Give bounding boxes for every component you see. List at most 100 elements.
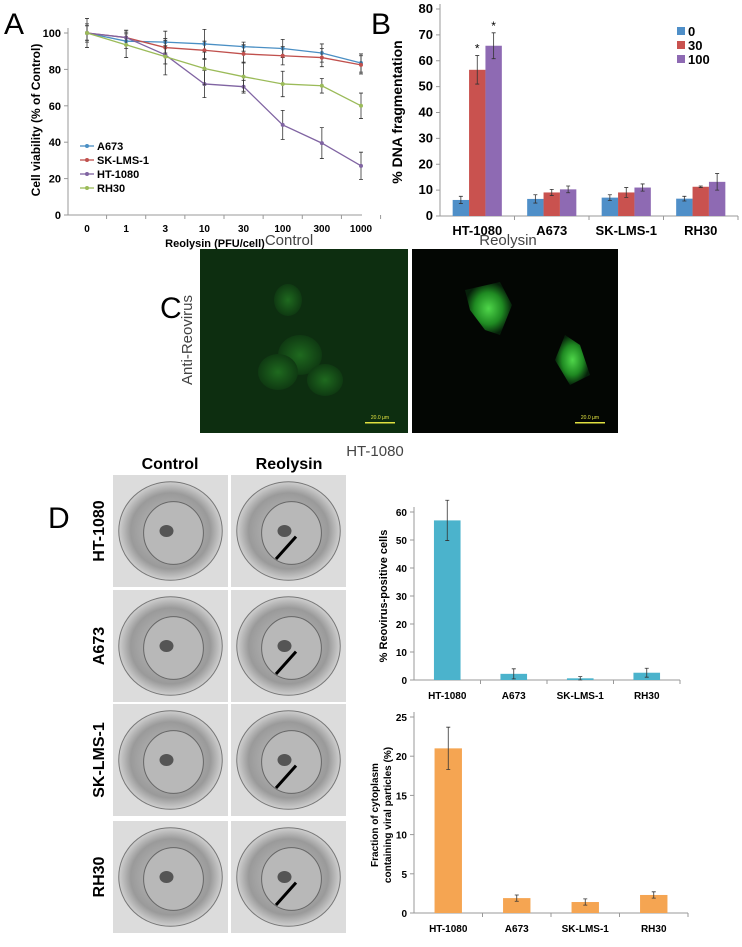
error-bar	[682, 195, 687, 202]
x-tick-label: HT-1080	[452, 223, 502, 238]
x-tick-label: 0	[84, 224, 90, 235]
bar	[452, 199, 470, 216]
em-image-a673-control	[113, 590, 228, 702]
data-point	[202, 66, 207, 71]
bar	[485, 45, 502, 217]
legend-label: A673	[97, 141, 123, 153]
nucleus	[261, 616, 322, 680]
nucleolus	[277, 640, 292, 652]
error-bar	[578, 676, 583, 681]
y-tick-label: 0	[426, 208, 433, 223]
em-image-a673-reolysin	[231, 590, 346, 702]
panel-d-row-label: SK-LMS-1	[91, 722, 108, 798]
chart-b-dna-fragmentation: 0 10 20 30 40 50 60 70 80 % DNA fragmentation HT-1…	[389, 1, 739, 238]
arrow-icon	[274, 881, 298, 906]
panel-label-d: D	[48, 502, 70, 535]
y-axis-label: Fraction of cytoplasm	[370, 763, 381, 867]
y-tick-label: 60	[396, 508, 408, 519]
series-line-a673	[86, 32, 362, 64]
panel-c: Control Reolysin Anti-Reovirus 20.0 µm 2…	[179, 232, 618, 460]
error-bar	[491, 32, 496, 60]
y-axis-label: % DNA fragmentation	[389, 40, 405, 183]
data-point	[359, 163, 363, 168]
y-axis-label: containing viral particles (%)	[383, 747, 394, 883]
em-image-ht-1080-reolysin	[231, 475, 346, 587]
error-bar	[533, 194, 538, 204]
data-point	[202, 48, 207, 53]
data-point	[319, 83, 324, 88]
bar	[708, 181, 726, 216]
significance-marker: *	[475, 42, 480, 56]
error-bar	[715, 173, 720, 191]
y-axis-label: % Reovirus-positive cells	[378, 530, 390, 663]
y-tick-label: 20	[49, 174, 61, 186]
bar	[503, 898, 531, 913]
y-tick-label: 40	[396, 564, 408, 575]
y-tick-label: 10	[396, 648, 408, 659]
fluorescence-image-reolysin: 20.0 µm	[412, 249, 618, 433]
nucleus	[143, 730, 204, 794]
y-tick-label: 5	[401, 870, 407, 881]
panel-label-a: A	[4, 8, 24, 41]
chart-d2-cytoplasm-fraction: 0 5 10 15 20 25 Fraction of cytoplasm containin…	[370, 712, 689, 935]
bar	[618, 192, 635, 216]
arrow-icon	[274, 650, 298, 675]
y-tick-label: 0	[55, 210, 61, 222]
y-tick-label: 40	[49, 137, 61, 149]
error-bar	[445, 499, 450, 541]
data-point	[280, 53, 285, 58]
panel-label-c: C	[160, 292, 182, 325]
legend-marker	[85, 172, 89, 176]
error-bar	[446, 726, 451, 770]
error-bar	[624, 187, 629, 198]
em-image-sk-lms-1-control	[113, 704, 228, 816]
panel-c-cell-line: HT-1080	[346, 443, 404, 460]
error-bar	[475, 55, 480, 85]
fluorescence-image-control: 20.0 µm	[200, 249, 408, 433]
significance-marker: *	[491, 19, 496, 33]
panel-d-row-label: HT-1080	[91, 500, 108, 561]
series-line-rh30	[86, 32, 362, 107]
x-tick-label: SK-LMS-1	[562, 924, 610, 935]
x-tick-label: 1000	[350, 224, 373, 235]
legend-label: 30	[688, 38, 702, 53]
bar	[559, 189, 577, 216]
nucleus	[261, 847, 322, 911]
bar	[601, 197, 619, 216]
x-tick-label: HT-1080	[429, 924, 468, 935]
bar	[469, 69, 486, 217]
error-bar	[549, 188, 554, 196]
y-tick-label: 70	[419, 27, 433, 42]
x-tick-label: HT-1080	[428, 691, 467, 702]
bar	[634, 187, 651, 216]
bar	[527, 198, 544, 216]
arrow-icon	[274, 764, 298, 789]
x-tick-label: 1	[123, 224, 129, 235]
y-tick-label: 20	[419, 156, 433, 171]
y-axis-label: Cell viability (% of Control)	[29, 44, 43, 197]
legend-swatch	[677, 41, 685, 49]
error-bar	[566, 185, 571, 194]
nucleolus	[159, 871, 174, 883]
arrow-icon	[274, 535, 298, 560]
chart-d1-reovirus-positive: 0 10 20 30 40 50 60 % Reovirus-positive cells HT…	[378, 499, 681, 702]
panel-c-column-reolysin: Reolysin	[479, 232, 537, 249]
y-tick-label: 20	[396, 752, 408, 763]
error-bar	[644, 667, 649, 678]
panel-c-column-control: Control	[265, 232, 313, 249]
y-tick-label: 40	[419, 105, 433, 120]
legend-label: 0	[688, 24, 695, 39]
error-bar	[640, 183, 645, 192]
bar	[692, 186, 709, 216]
error-bar	[607, 194, 612, 201]
x-tick-label: 3	[163, 224, 169, 235]
panel-d-column-control: Control	[142, 456, 199, 473]
data-point	[241, 51, 246, 56]
nucleolus	[159, 754, 174, 766]
nucleus	[143, 501, 204, 565]
y-tick-label: 15	[396, 791, 408, 802]
y-tick-label: 80	[49, 64, 61, 76]
nucleus	[143, 847, 204, 911]
